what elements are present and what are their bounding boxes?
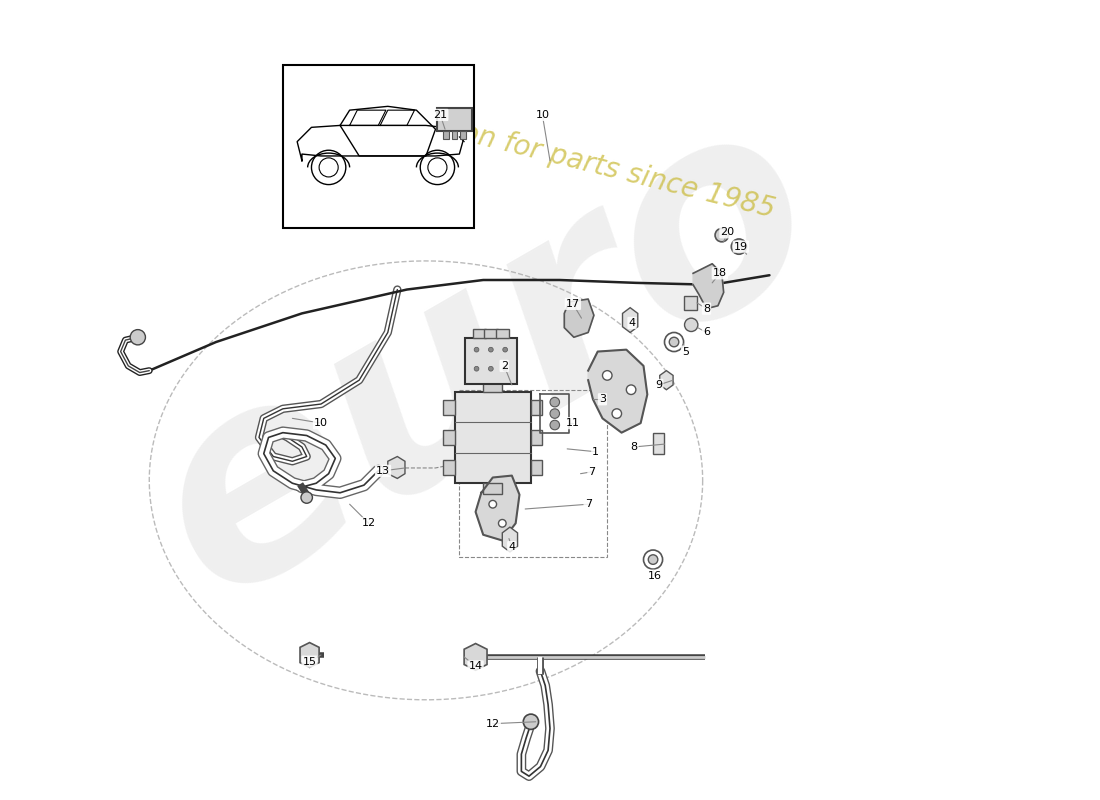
- Text: 12: 12: [362, 518, 376, 528]
- Text: 21: 21: [433, 110, 448, 120]
- Circle shape: [715, 229, 728, 242]
- Circle shape: [474, 347, 478, 352]
- Text: 17: 17: [565, 299, 580, 309]
- Polygon shape: [388, 457, 405, 478]
- Text: 10: 10: [536, 110, 549, 120]
- Text: 8: 8: [630, 442, 638, 452]
- Circle shape: [648, 554, 658, 564]
- Polygon shape: [503, 527, 518, 552]
- Circle shape: [488, 366, 493, 371]
- Text: euro: euro: [109, 62, 862, 653]
- Bar: [531, 399, 542, 415]
- Text: 16: 16: [648, 570, 662, 581]
- Circle shape: [550, 420, 560, 430]
- Bar: [473, 329, 486, 338]
- Text: 6: 6: [703, 327, 710, 338]
- Text: 8: 8: [703, 304, 710, 314]
- Text: 2: 2: [500, 361, 508, 371]
- Text: 4: 4: [628, 318, 636, 328]
- Circle shape: [612, 409, 621, 418]
- Bar: [483, 381, 503, 392]
- Text: 12: 12: [486, 718, 499, 729]
- Bar: [683, 296, 697, 310]
- Circle shape: [664, 333, 683, 351]
- Text: 7: 7: [588, 466, 595, 477]
- Bar: [443, 460, 454, 475]
- Circle shape: [498, 519, 506, 527]
- Bar: [452, 131, 458, 138]
- Text: 15: 15: [302, 657, 317, 666]
- Circle shape: [130, 330, 145, 345]
- Circle shape: [488, 501, 496, 508]
- Bar: [443, 399, 454, 415]
- Text: 4: 4: [508, 542, 516, 552]
- Text: 20: 20: [720, 227, 735, 238]
- Circle shape: [603, 370, 612, 380]
- Bar: [454, 392, 531, 482]
- Bar: [460, 390, 607, 557]
- Bar: [283, 66, 474, 227]
- Circle shape: [732, 239, 747, 254]
- Text: 3: 3: [600, 394, 606, 404]
- Bar: [483, 482, 503, 494]
- Polygon shape: [623, 308, 638, 333]
- Bar: [531, 460, 542, 475]
- Text: 18: 18: [713, 268, 727, 278]
- Circle shape: [488, 347, 493, 352]
- Circle shape: [474, 366, 478, 371]
- Circle shape: [503, 347, 507, 352]
- Polygon shape: [464, 643, 487, 670]
- Bar: [531, 430, 542, 445]
- Text: 7: 7: [584, 499, 592, 510]
- Circle shape: [550, 398, 560, 407]
- Bar: [464, 338, 517, 384]
- Polygon shape: [588, 350, 647, 433]
- Bar: [496, 329, 509, 338]
- Polygon shape: [564, 299, 594, 338]
- Text: 11: 11: [565, 418, 580, 428]
- Circle shape: [684, 318, 697, 331]
- Circle shape: [301, 492, 312, 503]
- Bar: [443, 430, 454, 445]
- Circle shape: [644, 550, 662, 569]
- Text: 9: 9: [656, 380, 662, 390]
- Circle shape: [550, 409, 560, 418]
- Text: 10: 10: [314, 418, 328, 428]
- Bar: [460, 131, 466, 138]
- Polygon shape: [660, 370, 673, 390]
- Circle shape: [626, 385, 636, 394]
- Circle shape: [669, 338, 679, 346]
- Bar: [443, 131, 449, 138]
- Bar: [653, 433, 664, 454]
- Text: 1: 1: [592, 446, 600, 457]
- Circle shape: [524, 714, 539, 730]
- Text: a passion for parts since 1985: a passion for parts since 1985: [364, 94, 778, 223]
- Polygon shape: [300, 642, 319, 667]
- Polygon shape: [693, 264, 724, 309]
- Text: 14: 14: [469, 662, 483, 671]
- Polygon shape: [475, 475, 519, 541]
- Bar: [484, 329, 497, 338]
- Text: 19: 19: [734, 242, 748, 252]
- Text: 13: 13: [376, 466, 390, 476]
- Text: 5: 5: [682, 346, 689, 357]
- Bar: [438, 108, 472, 131]
- Circle shape: [503, 366, 507, 371]
